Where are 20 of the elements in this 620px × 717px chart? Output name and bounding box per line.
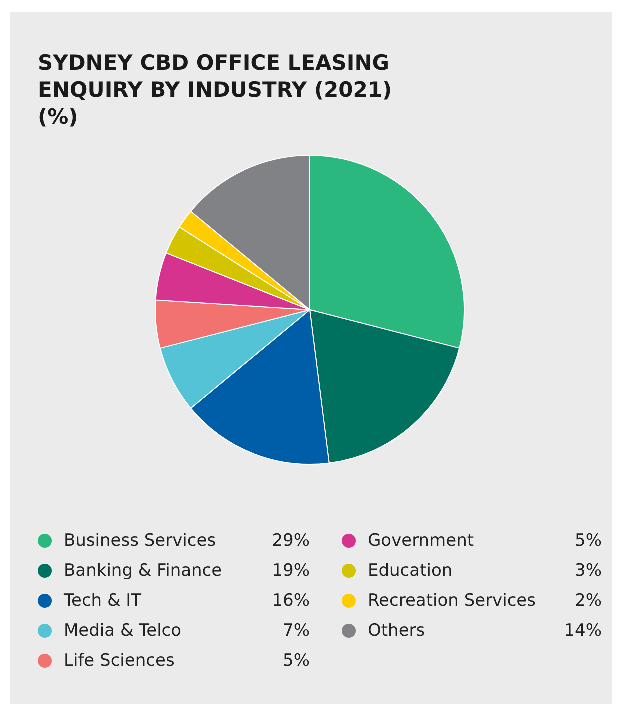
legend-label: Life Sciences (64, 651, 176, 671)
legend-label: Media & Telco (64, 621, 183, 641)
chart-subtitle: (%) (38, 104, 80, 131)
data-label: 7% (283, 621, 310, 641)
data-label: 29% (272, 531, 310, 551)
legend-label: Tech & IT (64, 591, 143, 611)
chart-title: SYDNEY CBD OFFICE LEASING ENQUIRY BY INDUSTRY (2021) (38, 50, 394, 104)
legend-label: Banking & Finance (64, 561, 224, 581)
data-label: 5% (575, 531, 602, 551)
data-label: 16% (272, 591, 310, 611)
legend-label: Government (368, 531, 476, 551)
data-label: 3% (575, 561, 602, 581)
data-label: 14% (564, 621, 602, 641)
legend-label: Business Services (64, 531, 218, 551)
data-label: 2% (575, 591, 602, 611)
data-label: 19% (272, 561, 310, 581)
legend-label: Education (368, 561, 454, 581)
legend-label: Others (368, 621, 426, 641)
data-label: 5% (283, 651, 310, 671)
legend-label: Recreation Services (368, 591, 537, 611)
